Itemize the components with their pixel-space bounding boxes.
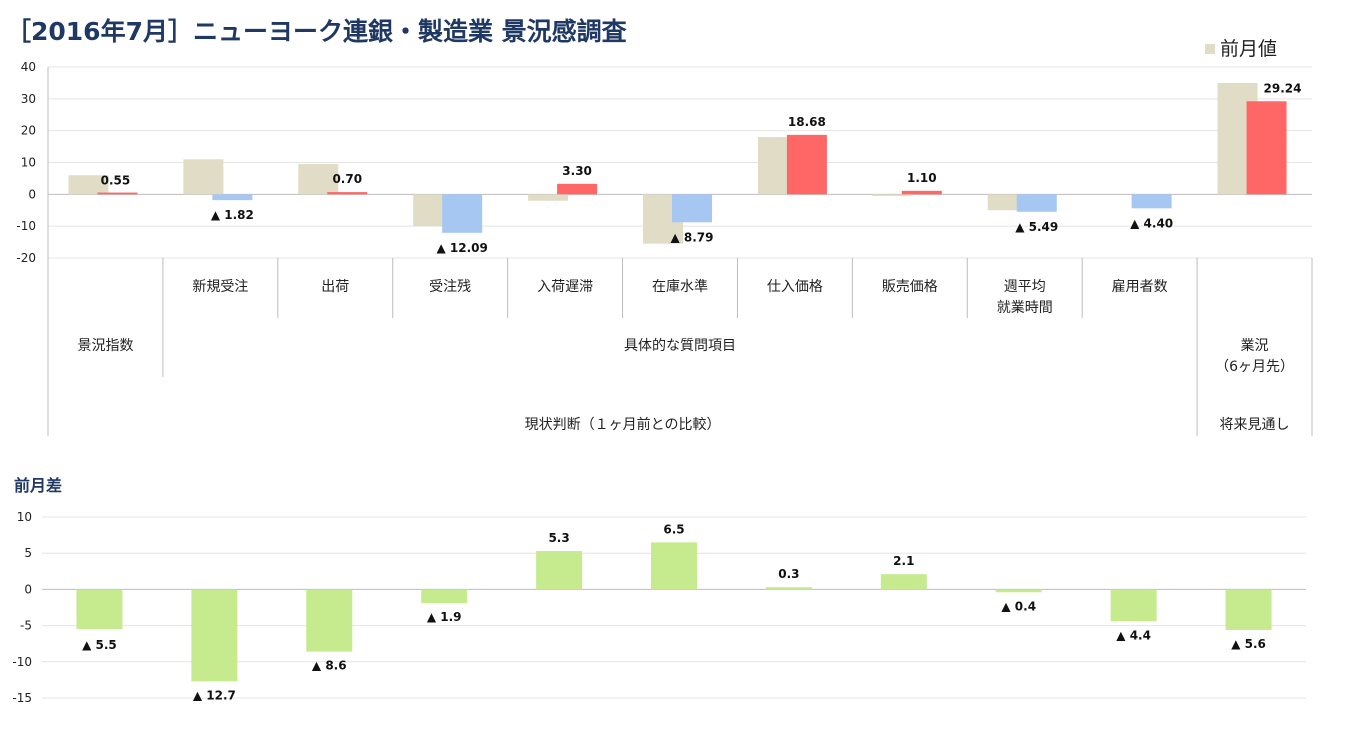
bar-current xyxy=(557,183,598,195)
legend: 前月値 xyxy=(1205,34,1277,61)
bar-current xyxy=(672,194,712,223)
bar-current xyxy=(1246,101,1287,195)
bar-diff xyxy=(1110,589,1157,622)
bar-previous xyxy=(528,194,569,201)
y-tick-label: -20 xyxy=(16,251,36,265)
data-label: ▲ 8.6 xyxy=(312,659,347,673)
data-label: 0.70 xyxy=(332,172,362,186)
bar-diff xyxy=(306,589,353,652)
y-tick-label: 0 xyxy=(28,187,36,201)
bar-current xyxy=(1131,194,1172,209)
data-label: ▲ 5.49 xyxy=(1015,220,1058,234)
group-label: 将来見通し xyxy=(1220,417,1290,433)
bar-diff xyxy=(421,589,468,604)
y-tick-label: -10 xyxy=(12,655,32,669)
data-label: ▲ 12.09 xyxy=(436,241,487,255)
y-tick-label: -10 xyxy=(16,219,36,233)
group-label: 具体的な質問項目 xyxy=(624,338,736,354)
data-label: ▲ 8.79 xyxy=(670,230,713,244)
y-tick-label: 10 xyxy=(17,510,32,524)
data-label: 18.68 xyxy=(788,115,826,129)
data-label: 0.55 xyxy=(101,173,131,187)
group-label: 景況指数 xyxy=(77,338,133,354)
data-label: 0.3 xyxy=(778,567,799,581)
bar-diff xyxy=(191,589,238,682)
y-tick-label: 40 xyxy=(21,60,36,74)
bar-diff xyxy=(995,589,1042,593)
category-label: 出荷 xyxy=(321,279,349,295)
y-tick-label: 5 xyxy=(24,546,32,560)
y-tick-label: -5 xyxy=(20,619,32,633)
data-label: 29.24 xyxy=(1264,81,1302,95)
category-label: 仕入価格 xyxy=(767,279,823,295)
group-label: 現状判断（１ヶ月前との比較） xyxy=(525,416,721,433)
y-tick-label: 10 xyxy=(21,156,36,170)
data-label: ▲ 1.9 xyxy=(427,610,462,624)
data-label: 3.30 xyxy=(562,164,592,178)
y-tick-label: 30 xyxy=(21,92,36,106)
category-label: 雇用者数 xyxy=(1112,278,1168,295)
data-label: ▲ 4.4 xyxy=(1116,628,1151,642)
group-label: （6ヶ月先） xyxy=(1215,359,1294,375)
category-label: 販売価格 xyxy=(882,279,938,295)
data-label: 1.10 xyxy=(907,171,937,185)
bar-current xyxy=(97,192,138,195)
bar-current xyxy=(212,194,253,201)
y-tick-label: 0 xyxy=(24,582,32,596)
data-label: ▲ 12.7 xyxy=(193,688,236,702)
category-label: 入荷遅滞 xyxy=(537,279,593,295)
bar-previous xyxy=(183,159,224,195)
bar-diff xyxy=(880,574,927,590)
bar-current xyxy=(442,194,483,233)
data-label: 6.5 xyxy=(663,522,684,536)
data-label: ▲ 1.82 xyxy=(211,208,254,222)
category-label: 就業時間 xyxy=(997,300,1053,316)
group-label: 業況 xyxy=(1241,338,1269,354)
data-label: 5.3 xyxy=(548,531,569,545)
bar-current xyxy=(901,190,942,195)
category-label: 在庫水準 xyxy=(652,278,708,295)
category-label: 受注残 xyxy=(429,279,471,295)
legend-label: 前月値 xyxy=(1220,38,1278,60)
data-label: ▲ 5.6 xyxy=(1231,637,1266,651)
bar-previous xyxy=(68,175,109,195)
y-tick-label: 20 xyxy=(21,124,36,138)
bar-previous xyxy=(298,164,339,195)
data-label: 2.1 xyxy=(893,554,914,568)
bar-current xyxy=(786,134,827,195)
data-label: ▲ 0.4 xyxy=(1001,599,1036,613)
bar-current xyxy=(327,192,368,195)
data-label: ▲ 4.40 xyxy=(1130,216,1173,230)
chart-title: ［2016年7月］ニューヨーク連銀・製造業 景況感調査 xyxy=(6,17,627,46)
legend-swatch xyxy=(1205,44,1215,54)
bar-diff xyxy=(651,542,697,590)
data-label: ▲ 5.5 xyxy=(82,638,117,652)
bar-diff xyxy=(76,589,123,630)
y-tick-label: -15 xyxy=(12,691,32,705)
bar-diff xyxy=(765,587,812,590)
bar-diff xyxy=(536,551,583,590)
diff-chart-title: 前月差 xyxy=(14,476,63,495)
bar-diff xyxy=(1225,589,1272,630)
category-label: 新規受注 xyxy=(192,279,248,295)
category-label: 週平均 xyxy=(1004,279,1046,295)
bar-previous xyxy=(872,194,913,196)
bar-current xyxy=(1016,194,1057,212)
